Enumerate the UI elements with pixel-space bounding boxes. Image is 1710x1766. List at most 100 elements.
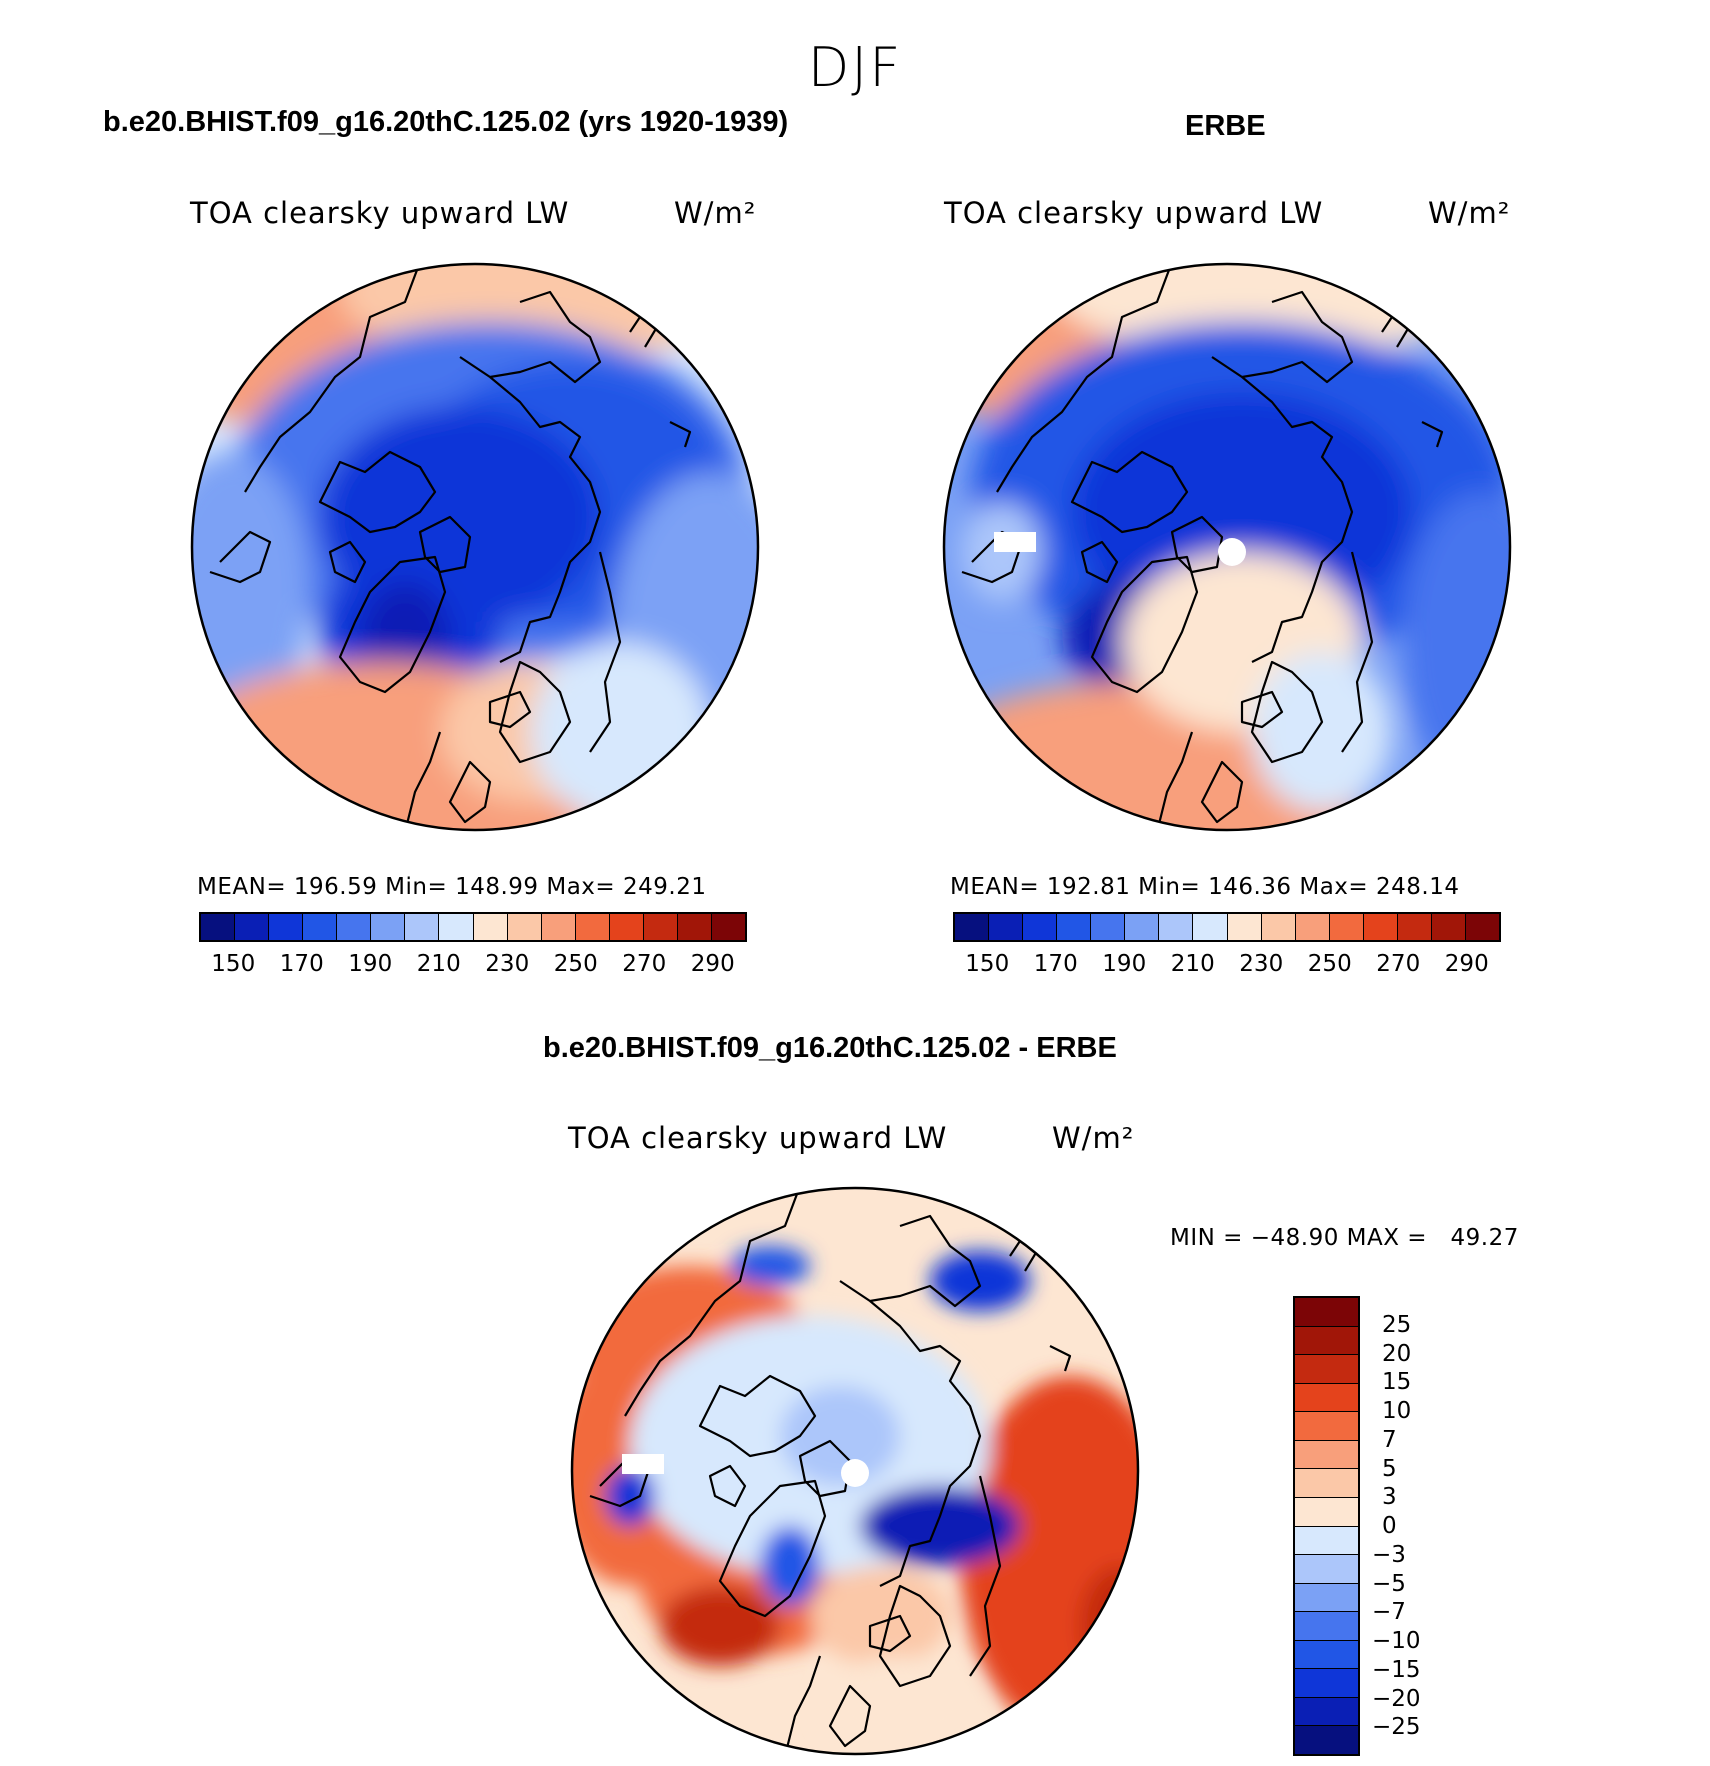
colorbar-swatch [1261, 914, 1296, 940]
obs-variable-label: TOA clearsky upward LW [944, 196, 1324, 230]
colorbar-level-label: 5 [1382, 1455, 1397, 1482]
obs-panel-title: ERBE [1185, 110, 1266, 142]
colorbar-swatch [541, 914, 576, 940]
colorbar-swatch [1023, 914, 1058, 940]
colorbar-swatch [1295, 1440, 1358, 1470]
colorbar-tick-label: 170 [1033, 951, 1078, 977]
colorbar-level-label: −5 [1372, 1570, 1406, 1597]
colorbar-tick-label: 190 [1102, 951, 1147, 977]
colorbar-swatch [677, 914, 712, 940]
colorbar-level-label: −7 [1372, 1599, 1406, 1626]
colorbar-swatch [1295, 1726, 1358, 1754]
obs-units-label: W/m² [1428, 196, 1511, 230]
colorbar-tick-label: 250 [553, 951, 598, 977]
colorbar-swatch [1329, 914, 1364, 940]
colorbar-swatch [1227, 914, 1262, 940]
colorbar-level-label: −10 [1372, 1628, 1421, 1654]
colorbar-swatch [1431, 914, 1466, 940]
colorbar-swatch [1159, 914, 1194, 940]
obs-colorbar [953, 912, 1501, 942]
colorbar-swatch [1091, 914, 1126, 940]
colorbar-swatch [1193, 914, 1228, 940]
colorbar-swatch [1295, 914, 1330, 940]
colorbar-swatch [269, 914, 304, 940]
model-stats: MEAN= 196.59 Min= 148.99 Max= 249.21 [197, 874, 707, 900]
colorbar-tick-label: 250 [1307, 951, 1352, 977]
diff-variable-label: TOA clearsky upward LW [568, 1121, 948, 1155]
colorbar-level-label: −3 [1372, 1541, 1406, 1568]
colorbar-swatch [1295, 1583, 1358, 1613]
colorbar-tick-label: 290 [690, 951, 735, 977]
colorbar-swatch [643, 914, 678, 940]
colorbar-swatch [1295, 1612, 1358, 1641]
colorbar-swatch [235, 914, 270, 940]
model-variable-label: TOA clearsky upward LW [190, 196, 570, 230]
colorbar-swatch [507, 914, 542, 940]
colorbar-swatch [1295, 1412, 1358, 1441]
colorbar-level-label: 15 [1382, 1369, 1412, 1396]
colorbar-swatch [989, 914, 1024, 940]
model-units-label: W/m² [674, 196, 757, 230]
obs-stats: MEAN= 192.81 Min= 146.36 Max= 248.14 [950, 874, 1460, 900]
colorbar-swatch [1295, 1383, 1358, 1413]
colorbar-tick-label: 210 [416, 951, 461, 977]
colorbar-swatch [1295, 1326, 1358, 1356]
colorbar-swatch [1295, 1469, 1358, 1498]
colorbar-swatch [1363, 914, 1398, 940]
colorbar-swatch [405, 914, 440, 940]
colorbar-level-label: 3 [1382, 1484, 1397, 1511]
colorbar-swatch [609, 914, 644, 940]
colorbar-tick-label: 290 [1444, 951, 1489, 977]
season-title: DJF [807, 36, 903, 99]
colorbar-swatch [1295, 1355, 1358, 1384]
diff-colorbar [1293, 1296, 1360, 1756]
colorbar-swatch [1125, 914, 1160, 940]
colorbar-level-label: −25 [1372, 1714, 1421, 1741]
model-colorbar [199, 912, 747, 942]
colorbar-swatch [371, 914, 406, 940]
colorbar-swatch [575, 914, 610, 940]
colorbar-swatch [1295, 1697, 1358, 1727]
diff-colorbar-labels: 25 20 15 10 7 5 3 0 −3 −5 −7 −10 −15 −20 −25 [1372, 1296, 1452, 1756]
colorbar-swatch [1295, 1555, 1358, 1584]
colorbar-level-label: 0 [1382, 1513, 1397, 1539]
diff-minmax: MIN = −48.90 MAX = 49.27 [1170, 1225, 1519, 1251]
colorbar-tick-label: 150 [211, 951, 256, 977]
colorbar-level-label: −20 [1372, 1685, 1421, 1712]
colorbar-tick-label: 210 [1170, 951, 1215, 977]
colorbar-level-label: 25 [1382, 1311, 1412, 1338]
model-polar-map [190, 262, 760, 832]
colorbar-level-label: 7 [1382, 1426, 1397, 1453]
colorbar-tick-label: 270 [622, 951, 667, 977]
model-panel-title: b.e20.BHIST.f09_g16.20thC.125.02 (yrs 19… [103, 106, 789, 138]
colorbar-swatch [201, 914, 236, 940]
colorbar-tick-label: 150 [965, 951, 1010, 977]
colorbar-swatch [1295, 1497, 1358, 1527]
diff-polar-map [570, 1186, 1140, 1756]
diff-panel-title: b.e20.BHIST.f09_g16.20thC.125.02 - ERBE [543, 1032, 1117, 1064]
colorbar-swatch [439, 914, 474, 940]
colorbar-tick-label: 270 [1376, 951, 1421, 977]
colorbar-swatch [337, 914, 372, 940]
colorbar-tick-label: 230 [1239, 951, 1284, 977]
colorbar-swatch [1295, 1640, 1358, 1670]
obs-polar-map [942, 262, 1512, 832]
obs-colorbar-ticks: 150 170 190 210 230 250 270 290 [953, 951, 1501, 981]
colorbar-swatch [473, 914, 508, 940]
colorbar-swatch [1465, 914, 1499, 940]
colorbar-swatch [711, 914, 745, 940]
colorbar-swatch [1295, 1298, 1358, 1327]
diff-units-label: W/m² [1052, 1121, 1135, 1155]
colorbar-swatch [1295, 1669, 1358, 1698]
colorbar-swatch [303, 914, 338, 940]
colorbar-tick-label: 190 [348, 951, 393, 977]
colorbar-swatch [1397, 914, 1432, 940]
colorbar-swatch [1057, 914, 1092, 940]
colorbar-swatch [1295, 1526, 1358, 1556]
colorbar-level-label: −15 [1372, 1656, 1421, 1683]
colorbar-level-label: 10 [1382, 1398, 1412, 1424]
colorbar-swatch [955, 914, 990, 940]
colorbar-level-label: 20 [1382, 1340, 1412, 1367]
colorbar-tick-label: 230 [485, 951, 530, 977]
model-colorbar-ticks: 150 170 190 210 230 250 270 290 [199, 951, 747, 981]
